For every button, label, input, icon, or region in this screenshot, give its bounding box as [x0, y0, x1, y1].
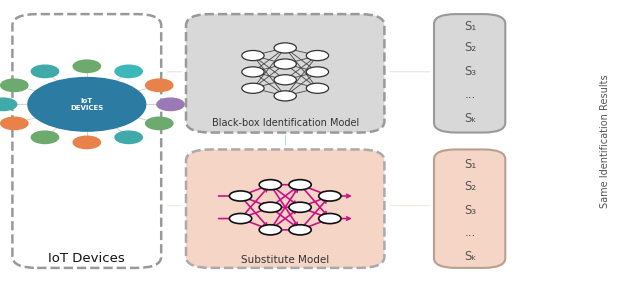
Circle shape	[319, 213, 341, 224]
Circle shape	[73, 60, 100, 72]
Circle shape	[242, 50, 264, 61]
Circle shape	[274, 59, 296, 69]
Text: Black-box Identification Model: Black-box Identification Model	[211, 118, 359, 128]
Circle shape	[242, 67, 264, 77]
Circle shape	[259, 180, 281, 190]
Text: S₃: S₃	[464, 204, 476, 217]
Circle shape	[306, 50, 329, 61]
Text: S₂: S₂	[464, 41, 476, 54]
Text: IoT
DEVICES: IoT DEVICES	[70, 98, 104, 111]
Circle shape	[306, 67, 329, 77]
Circle shape	[242, 83, 264, 93]
Circle shape	[259, 225, 281, 235]
FancyBboxPatch shape	[12, 14, 161, 268]
Circle shape	[115, 65, 142, 78]
Text: Substitute Model: Substitute Model	[241, 255, 329, 265]
Circle shape	[229, 213, 252, 224]
Text: ...: ...	[464, 88, 476, 101]
Text: Sₖ: Sₖ	[464, 250, 476, 263]
Circle shape	[229, 191, 252, 201]
FancyBboxPatch shape	[434, 14, 505, 133]
Text: S₂: S₂	[464, 180, 476, 193]
Circle shape	[1, 79, 28, 92]
Circle shape	[32, 65, 59, 78]
Text: IoT Devices: IoT Devices	[48, 252, 125, 265]
Circle shape	[31, 131, 58, 144]
Circle shape	[146, 79, 173, 92]
Circle shape	[274, 91, 296, 101]
Circle shape	[289, 202, 311, 212]
Circle shape	[306, 83, 329, 93]
Text: S₁: S₁	[464, 20, 476, 33]
Circle shape	[319, 191, 341, 201]
Circle shape	[1, 117, 28, 130]
FancyBboxPatch shape	[186, 14, 384, 133]
Circle shape	[289, 180, 311, 190]
Circle shape	[146, 117, 173, 130]
Circle shape	[0, 98, 17, 111]
Circle shape	[289, 225, 311, 235]
FancyBboxPatch shape	[434, 149, 505, 268]
Circle shape	[259, 202, 281, 212]
Text: Same Identification Results: Same Identification Results	[600, 74, 609, 208]
Circle shape	[274, 75, 296, 85]
Text: ...: ...	[464, 226, 476, 239]
FancyBboxPatch shape	[186, 149, 384, 268]
Circle shape	[28, 78, 146, 131]
Circle shape	[274, 43, 296, 53]
Text: S₁: S₁	[464, 158, 476, 171]
Text: S₃: S₃	[464, 65, 476, 78]
Text: Sₖ: Sₖ	[464, 112, 476, 125]
Circle shape	[73, 136, 100, 149]
Circle shape	[115, 131, 142, 144]
Circle shape	[157, 98, 184, 111]
